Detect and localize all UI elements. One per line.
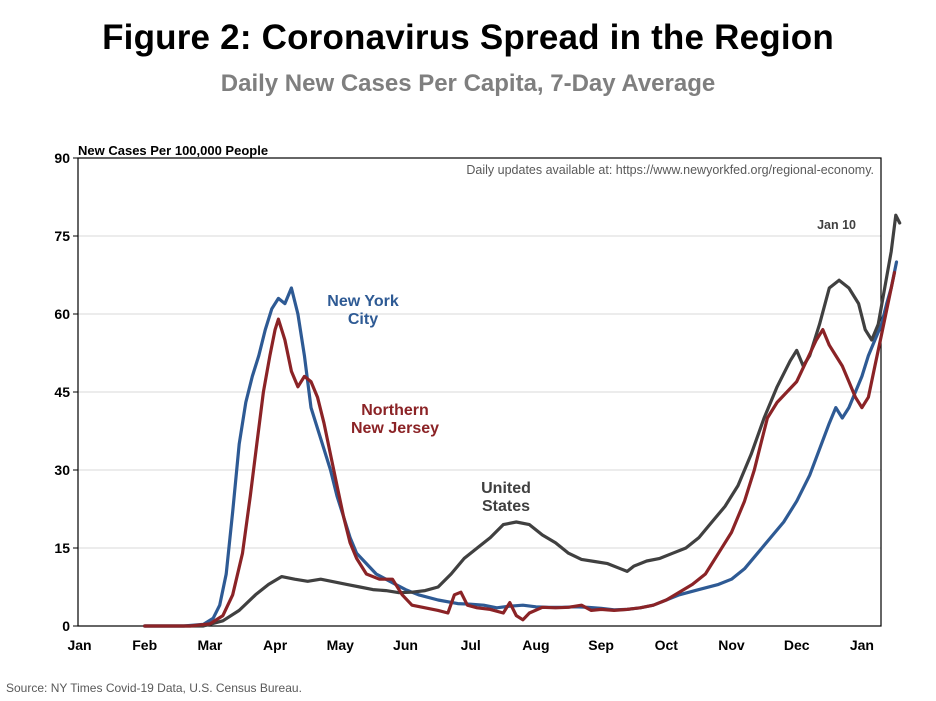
x-tick-label: May — [327, 637, 354, 653]
y-tick-label: 75 — [54, 228, 70, 244]
y-axis-ticks: 0 15 30 45 60 75 90 — [54, 150, 78, 634]
x-tick-label: Oct — [655, 637, 679, 653]
x-tick-label: Jul — [461, 637, 481, 653]
series-line-2 — [143, 213, 902, 628]
x-tick-label: Dec — [784, 637, 810, 653]
x-tick-label: Jan — [850, 637, 874, 653]
x-tick-label: Feb — [132, 637, 157, 653]
x-axis-ticks: Jan Feb Mar Apr May Jun Jul Aug Sep Oct Nov Dec Jan — [67, 637, 874, 653]
x-tick-label: Aug — [522, 637, 549, 653]
series-lines — [143, 213, 902, 628]
x-tick-label: Sep — [588, 637, 614, 653]
x-tick-label: Jan — [67, 637, 91, 653]
series-line-0 — [143, 260, 899, 628]
chart-title: Figure 2: Coronavirus Spread in the Regi… — [102, 18, 834, 57]
series-label-1: Northern New Jersey — [351, 402, 439, 437]
series-line-1 — [143, 270, 897, 628]
series-label-2: United States — [481, 480, 531, 515]
y-tick-label: 15 — [54, 540, 70, 556]
source-note: Source: NY Times Covid-19 Data, U.S. Cen… — [6, 681, 302, 695]
y-tick-label: 45 — [54, 384, 70, 400]
x-tick-label: Nov — [718, 637, 745, 653]
series-label-0: New York City — [327, 293, 399, 328]
end-date-label: Jan 10 — [817, 218, 856, 232]
chart-subtitle: Daily New Cases Per Capita, 7-Day Averag… — [220, 70, 716, 97]
series-labels: New York City Northern New Jersey United Stat… — [327, 293, 531, 515]
gridlines — [78, 235, 881, 549]
y-tick-label: 30 — [54, 462, 70, 478]
y-axis-label: New Cases Per 100,000 People — [78, 143, 268, 158]
y-tick-label: 60 — [54, 306, 70, 322]
update-note: Daily updates available at: https://www.… — [466, 163, 874, 177]
y-tick-label: 90 — [54, 150, 70, 166]
x-tick-label: Jun — [393, 637, 418, 653]
x-tick-label: Apr — [263, 637, 288, 653]
y-tick-label: 0 — [62, 618, 70, 634]
x-tick-label: Mar — [197, 637, 222, 653]
